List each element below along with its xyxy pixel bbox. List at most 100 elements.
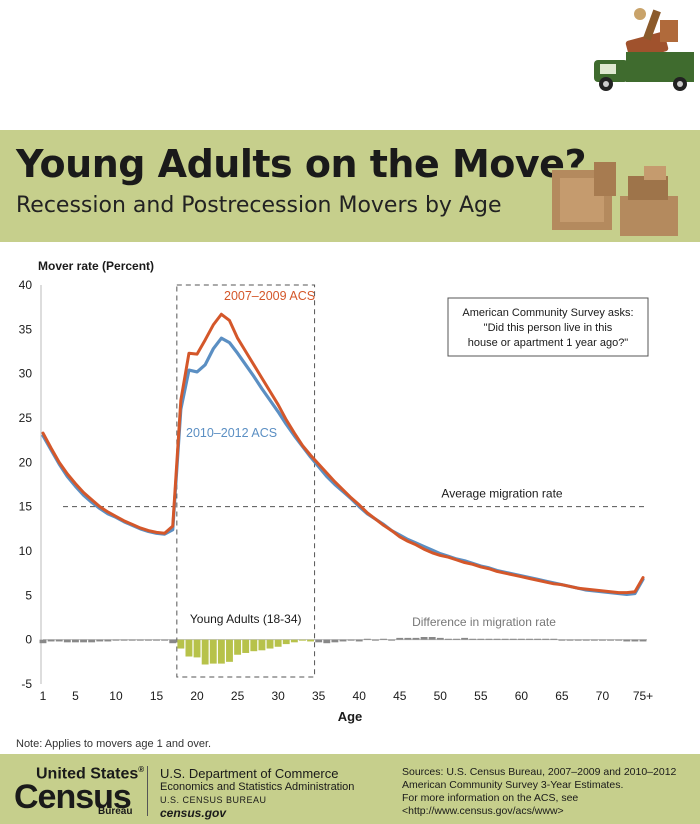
young-adults-box [176, 284, 316, 678]
y-tick-label: -5 [21, 677, 32, 691]
difference-bar [226, 639, 233, 662]
y-tick-label: 15 [19, 500, 33, 514]
difference-bar [234, 639, 242, 655]
callout-box [447, 297, 649, 357]
difference-bar [258, 639, 266, 651]
difference-bar [388, 639, 396, 641]
difference-bar [363, 638, 371, 640]
y-tick-label: 20 [19, 455, 33, 469]
x-axis-label: Age [338, 709, 363, 724]
series-line-2007-2009 [41, 312, 645, 595]
difference-bar [566, 639, 574, 641]
dept-line-1: U.S. Department of Commerce [160, 766, 339, 781]
difference-bar [582, 639, 590, 641]
difference-bar [299, 639, 306, 641]
x-tick-label: 25 [231, 689, 245, 703]
plot-area: Mover rate (Percent) 40 35 30 25 20 15 10 50 -5 1 5… [19, 259, 654, 724]
difference-bar [623, 639, 631, 642]
difference-bar [185, 639, 193, 657]
difference-bar [380, 638, 387, 640]
difference-bar [120, 639, 128, 641]
difference-bar [112, 639, 120, 641]
difference-bar [153, 639, 160, 641]
difference-bar [39, 639, 47, 644]
census-logo-bottom: Bureau [98, 806, 133, 817]
x-tick-label: 50 [434, 689, 448, 703]
y-tick-label: 0 [25, 633, 32, 647]
difference-bar [71, 639, 79, 643]
difference-bar [88, 639, 96, 643]
sources-line-3: For more information on the ACS, see [402, 792, 579, 804]
y-tick-label: 35 [19, 322, 33, 336]
x-tick-label: 35 [312, 689, 326, 703]
census-gov-link[interactable]: census.gov [160, 806, 227, 820]
difference-bar [444, 638, 452, 640]
x-tick-label: 55 [474, 689, 488, 703]
difference-bar [542, 638, 550, 640]
callout-line-1: American Community Survey asks: [462, 307, 633, 319]
difference-bar [396, 637, 404, 640]
difference-bar [501, 638, 509, 640]
difference-bar [428, 637, 436, 640]
x-tick-label: 70 [596, 689, 610, 703]
difference-bar [558, 639, 566, 641]
difference-bar [615, 639, 623, 641]
census-logo-main: Census [14, 778, 132, 816]
x-tick-label: 60 [515, 689, 529, 703]
difference-bar [201, 639, 209, 665]
difference-bar [177, 639, 185, 649]
difference-bar [136, 639, 144, 641]
difference-bar [517, 638, 525, 640]
difference-bar [331, 639, 339, 643]
difference-bar [290, 639, 298, 643]
difference-bar [55, 639, 63, 642]
census-logo-top: United States® [36, 765, 145, 783]
x-tick-label: 75+ [633, 689, 653, 703]
difference-bar [436, 637, 444, 640]
difference-bar [144, 639, 152, 641]
difference-bar [599, 639, 606, 641]
x-tick-label: 65 [555, 689, 569, 703]
difference-bar [274, 639, 282, 647]
difference-bar [534, 638, 542, 640]
difference-bar [80, 639, 87, 643]
young-adults-label: Young Adults (18-34) [190, 612, 302, 626]
difference-bar [323, 639, 331, 644]
difference-bar [193, 639, 201, 658]
y-tick-label: 30 [19, 367, 33, 381]
difference-bar [128, 639, 136, 641]
y-tick-label: 25 [19, 411, 33, 425]
callout-line-2: "Did this person live in this [484, 322, 613, 334]
difference-bar [477, 638, 485, 640]
difference-bar [161, 639, 169, 641]
difference-bar [169, 639, 177, 644]
x-tick-label: 1 [40, 689, 47, 703]
series-label-2010-2012: 2010–2012 ACS [186, 426, 277, 440]
difference-bar [63, 639, 71, 643]
difference-bar [469, 638, 477, 640]
difference-bar [371, 639, 379, 641]
difference-bar [574, 639, 582, 641]
series-label-2007-2009: 2007–2009 ACS [224, 289, 315, 303]
difference-bar [347, 639, 355, 641]
acs-link[interactable]: <http://www.census.gov/acs/www> [402, 805, 564, 817]
dept-line-2: Economics and Statistics Administration [160, 781, 355, 793]
difference-bar [104, 639, 112, 642]
x-tick-label: 45 [393, 689, 407, 703]
difference-bar [315, 639, 323, 643]
x-tick-label: 20 [190, 689, 204, 703]
difference-bar [493, 638, 501, 640]
difference-bar [209, 639, 217, 664]
footnote: Note: Applies to movers age 1 and over. [16, 738, 212, 750]
y-axis-label: Mover rate (Percent) [38, 259, 154, 273]
difference-bar [339, 639, 347, 642]
difference-bar [355, 639, 363, 642]
difference-bar [453, 638, 460, 640]
difference-bar [590, 639, 598, 641]
difference-bar [509, 638, 517, 640]
x-tick-label: 10 [109, 689, 123, 703]
sources-text: Sources: U.S. Census Bureau, 2007–2009 a… [402, 766, 697, 818]
y-tick-label: 10 [19, 544, 33, 558]
x-tick-label: 40 [353, 689, 367, 703]
